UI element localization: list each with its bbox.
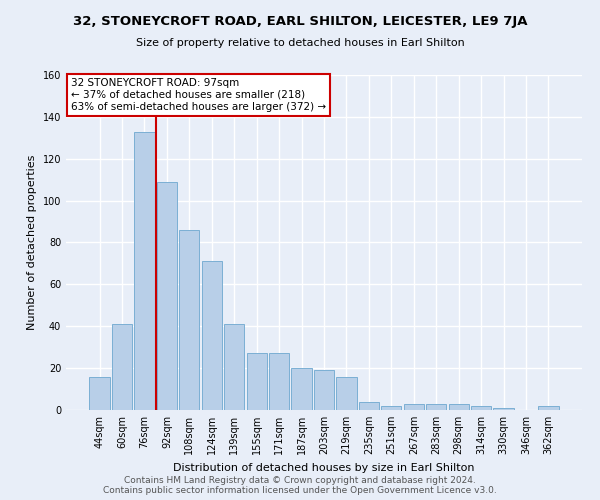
- Bar: [112, 324, 132, 410]
- Bar: [359, 402, 379, 410]
- Text: Contains HM Land Registry data © Crown copyright and database right 2024.
Contai: Contains HM Land Registry data © Crown c…: [103, 476, 497, 495]
- Bar: [292, 368, 311, 410]
- Bar: [134, 132, 155, 410]
- Bar: [89, 376, 110, 410]
- Bar: [179, 230, 199, 410]
- Bar: [493, 408, 514, 410]
- Bar: [269, 354, 289, 410]
- Bar: [337, 376, 356, 410]
- Bar: [449, 404, 469, 410]
- Bar: [314, 370, 334, 410]
- Bar: [538, 406, 559, 410]
- Bar: [247, 354, 267, 410]
- Text: 32 STONEYCROFT ROAD: 97sqm
← 37% of detached houses are smaller (218)
63% of sem: 32 STONEYCROFT ROAD: 97sqm ← 37% of deta…: [71, 78, 326, 112]
- Bar: [471, 406, 491, 410]
- Text: 32, STONEYCROFT ROAD, EARL SHILTON, LEICESTER, LE9 7JA: 32, STONEYCROFT ROAD, EARL SHILTON, LEIC…: [73, 15, 527, 28]
- Bar: [157, 182, 177, 410]
- Y-axis label: Number of detached properties: Number of detached properties: [27, 155, 37, 330]
- Text: Size of property relative to detached houses in Earl Shilton: Size of property relative to detached ho…: [136, 38, 464, 48]
- Bar: [426, 404, 446, 410]
- Bar: [202, 262, 222, 410]
- Bar: [224, 324, 244, 410]
- X-axis label: Distribution of detached houses by size in Earl Shilton: Distribution of detached houses by size …: [173, 462, 475, 472]
- Bar: [381, 406, 401, 410]
- Bar: [404, 404, 424, 410]
